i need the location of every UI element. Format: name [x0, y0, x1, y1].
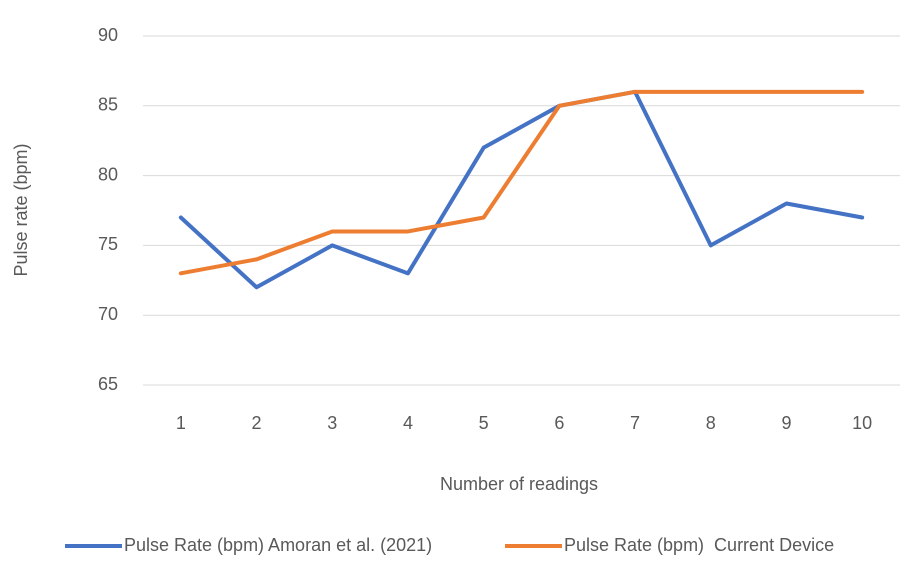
x-tick-label: 5 — [479, 413, 489, 433]
x-tick-label: 3 — [327, 413, 337, 433]
x-tick-label: 1 — [176, 413, 186, 433]
legend-label: Pulse Rate (bpm) Current Device — [564, 535, 834, 555]
x-tick-label: 9 — [781, 413, 791, 433]
x-tick-label: 6 — [554, 413, 564, 433]
y-tick-label: 90 — [98, 25, 118, 45]
y-tick-label: 80 — [98, 164, 118, 184]
y-tick-label: 75 — [98, 234, 118, 254]
x-tick-label: 4 — [403, 413, 413, 433]
series-line — [178, 89, 865, 290]
x-axis-label: Number of readings — [440, 474, 598, 494]
x-tick-label: 7 — [630, 413, 640, 433]
y-tick-label: 70 — [98, 304, 118, 324]
y-axis-label: Pulse rate (bpm) — [11, 143, 31, 276]
series-line — [178, 89, 865, 276]
x-tick-label: 2 — [252, 413, 262, 433]
x-tick-label: 10 — [852, 413, 872, 433]
y-tick-label: 65 — [98, 374, 118, 394]
x-tick-label: 8 — [706, 413, 716, 433]
legend-label: Pulse Rate (bpm) Amoran et al. (2021) — [124, 535, 432, 555]
y-tick-label: 85 — [98, 95, 118, 115]
